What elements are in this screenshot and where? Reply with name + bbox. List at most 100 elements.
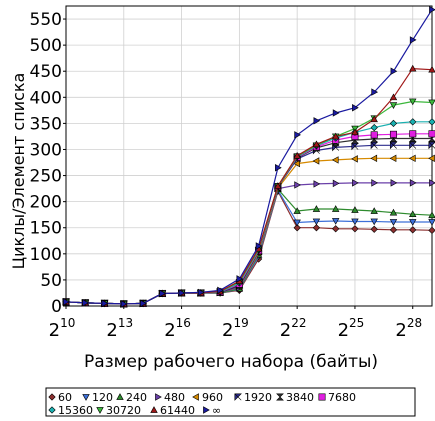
data-point [82, 299, 90, 307]
legend-label: 61440 [160, 404, 195, 417]
legend-label: 30720 [106, 404, 141, 417]
data-point [428, 99, 435, 107]
series-line [65, 9, 433, 305]
series-3 [62, 185, 435, 307]
legend-item: 120 [82, 391, 113, 404]
data-point [293, 159, 301, 168]
legend-marker [48, 406, 56, 414]
x-tick-label: 210 [49, 316, 76, 341]
data-point [409, 130, 417, 138]
legend-marker [234, 393, 242, 401]
data-point [409, 210, 417, 218]
x-tick-exponent: 13 [118, 316, 133, 330]
legend-label: 15360 [58, 404, 93, 417]
legend: 60 120 240 480 960 1920 3840 7680 15360 30720 6144… [45, 387, 416, 417]
legend-item: 60 [48, 391, 72, 404]
data-point [389, 130, 397, 138]
legend-label: 120 [92, 391, 113, 404]
data-point [429, 179, 435, 187]
legend-item: 30720 [96, 404, 141, 417]
x-tick-exponent: 16 [176, 316, 191, 330]
data-point [370, 154, 378, 163]
data-point [389, 141, 398, 150]
data-point [331, 156, 339, 164]
data-point [313, 117, 321, 125]
data-point [408, 154, 416, 163]
x-tick-exponent: 22 [291, 316, 306, 330]
data-point [101, 299, 109, 308]
data-point [312, 205, 321, 212]
data-point [371, 179, 379, 187]
data-point [140, 299, 147, 308]
y-tick-label: 50 [40, 271, 62, 291]
y-tick-label: 150 [30, 219, 62, 239]
data-point [293, 151, 301, 159]
legend-marker [150, 406, 158, 413]
legend-label: 240 [126, 391, 147, 404]
data-point [255, 242, 263, 250]
data-point [428, 65, 435, 73]
data-point [370, 207, 378, 214]
x-tick-base: 2 [164, 320, 175, 341]
legend-marker [116, 393, 124, 400]
y-tick-label: 0 [51, 297, 62, 317]
data-point [429, 5, 435, 14]
data-point [332, 179, 340, 188]
data-point [293, 224, 301, 232]
data-point [389, 119, 398, 128]
data-point [312, 157, 320, 165]
legend-marker [192, 393, 199, 401]
legend-item: 480 [155, 391, 185, 404]
x-tick-base: 2 [338, 320, 349, 341]
data-point [370, 115, 378, 123]
data-point [332, 225, 340, 233]
data-point [352, 104, 359, 112]
x-tick-label: 219 [222, 316, 249, 341]
data-point [313, 180, 321, 188]
x-tick-base: 2 [49, 320, 60, 341]
data-point [159, 289, 167, 298]
x-axis-label: Размер рабочего набора (байты) [84, 352, 378, 372]
x-tick-labels: 210 213 216 219 222 225 228 [49, 316, 422, 341]
data-point [352, 179, 359, 187]
data-point [389, 219, 398, 226]
data-point [293, 207, 301, 214]
data-point [428, 118, 435, 126]
series-layer [62, 5, 435, 308]
legend-item: 240 [116, 391, 147, 404]
data-point [217, 286, 224, 295]
legend-marker [318, 393, 326, 401]
y-tick-labels: 0 50 100 150 200 250 300 350 400 450 500 550 [30, 10, 62, 317]
series-5 [62, 154, 435, 308]
data-point [294, 131, 301, 139]
data-point [409, 36, 417, 44]
x-tick-label: 225 [338, 316, 365, 341]
x-tick-exponent: 10 [60, 316, 75, 330]
data-point [409, 219, 417, 226]
data-point [389, 154, 397, 163]
series-line [65, 189, 433, 305]
data-point [351, 225, 359, 233]
data-point [331, 218, 340, 225]
x-tick-label: 213 [106, 316, 133, 341]
series-8 [62, 130, 435, 308]
legend-marker [155, 393, 162, 401]
legend-label: 960 [202, 391, 223, 404]
y-tick-label: 200 [30, 193, 62, 213]
series-1 [62, 187, 435, 308]
y-axis-label: Циклы/Элемент списка [9, 73, 28, 270]
legend-item: 960 [192, 391, 223, 404]
data-point [409, 98, 417, 106]
data-point [370, 123, 378, 132]
y-tick-label: 450 [30, 62, 62, 82]
legend-item: 61440 [150, 404, 195, 417]
data-point [351, 128, 359, 136]
legend-box [45, 387, 416, 417]
y-tick-label: 550 [30, 10, 62, 30]
legend-marker [203, 406, 210, 414]
data-point [389, 226, 398, 234]
series-9 [62, 118, 435, 308]
legend-item: 1920 [234, 391, 272, 404]
data-point [371, 88, 379, 96]
